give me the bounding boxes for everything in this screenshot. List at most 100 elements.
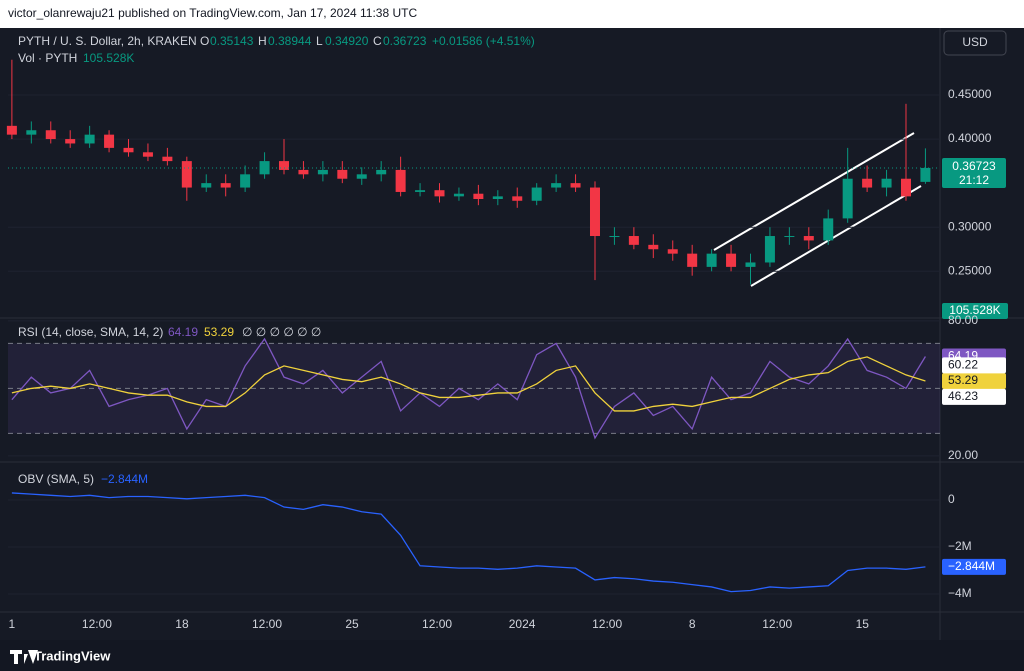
- series-line: [11, 337, 926, 440]
- x-tick-label: 12:00: [422, 617, 452, 631]
- candle-body: [726, 253, 737, 267]
- candle-body: [434, 190, 445, 197]
- x-tick-label: 1: [9, 617, 16, 631]
- candle-body: [395, 169, 406, 192]
- top-bar: [0, 0, 1024, 28]
- candle-body: [26, 130, 37, 135]
- candle-body: [65, 139, 76, 144]
- volume-title: Vol · PYTH: [18, 51, 77, 65]
- value-tag-text: −2.844M: [948, 559, 995, 573]
- candle-body: [279, 161, 290, 170]
- candle-body: [142, 152, 153, 157]
- change: +0.01586 (+4.51%): [432, 34, 535, 48]
- candle-body: [492, 196, 503, 200]
- ohlc-value: 0.36723: [383, 34, 427, 48]
- series-line: [11, 356, 926, 412]
- value-tag: [942, 373, 1006, 390]
- x-tick-label: 25: [345, 617, 359, 631]
- y-tick-label: 20.00: [948, 448, 978, 462]
- ohlc-value: 0.38944: [268, 34, 312, 48]
- x-tick-label: 18: [175, 617, 189, 631]
- candle-body: [240, 174, 251, 188]
- value-tag: [942, 558, 1006, 575]
- y-tick-label: −4M: [948, 586, 972, 600]
- candle-body: [881, 178, 892, 188]
- candle-body: [803, 236, 814, 241]
- candle-body: [356, 174, 367, 179]
- candle-body: [415, 190, 426, 192]
- band-tag: [942, 388, 1006, 405]
- currency-button[interactable]: [943, 30, 1007, 56]
- x-tick-label: 8: [689, 617, 696, 631]
- y-tick-label: 0: [948, 492, 955, 506]
- candle-body: [162, 156, 173, 162]
- value-tag-text: 53.29: [948, 373, 978, 387]
- candle-body: [181, 161, 192, 188]
- candle-body: [609, 236, 620, 238]
- candle-body: [745, 262, 756, 267]
- y-tick-label: 0.25000: [948, 263, 992, 277]
- ohlc-value: 0.34920: [325, 34, 369, 48]
- candle-body: [706, 253, 717, 267]
- trend-line: [750, 185, 922, 287]
- chart-background: [0, 28, 1024, 640]
- currency[interactable]: USD: [962, 35, 988, 49]
- ohlc-key: L: [316, 34, 323, 48]
- trend-line: [713, 132, 915, 251]
- rsi-title: RSI (14, close, SMA, 14, 2): [18, 325, 163, 339]
- candle-body: [628, 236, 639, 245]
- candle-body: [764, 236, 775, 263]
- ohlc-value: 0.35143: [210, 34, 254, 48]
- candle-body: [823, 218, 834, 241]
- obv-value: −2.844M: [101, 472, 148, 486]
- candle-body: [900, 178, 911, 197]
- volume-value: 105.528K: [83, 51, 134, 65]
- candle-body: [104, 134, 115, 148]
- candle-body: [531, 187, 542, 201]
- candle-body: [784, 236, 795, 238]
- x-tick-label: 12:00: [592, 617, 622, 631]
- ohlc-key: O: [200, 34, 209, 48]
- candle-body: [317, 169, 328, 175]
- candle-body: [920, 167, 931, 182]
- y-tick-label: −2M: [948, 539, 972, 553]
- candle-body: [862, 178, 873, 188]
- ohlc-key: H: [258, 34, 267, 48]
- candle-body: [687, 253, 698, 267]
- x-tick-label: 12:00: [82, 617, 112, 631]
- candle-body: [298, 169, 309, 175]
- rsi-value: 64.19: [168, 325, 198, 339]
- symbol-title: PYTH / U. S. Dollar, 2h, KRAKEN: [18, 34, 197, 48]
- publisher: victor_olanrewaju21 published on Trading…: [8, 6, 417, 20]
- candle-body: [667, 249, 678, 254]
- y-tick-label: 0.30000: [948, 219, 992, 233]
- candle-body: [453, 193, 464, 197]
- band-tag-text: 60.22: [948, 358, 978, 372]
- candle-body: [376, 169, 387, 175]
- price-tag-text: 0.36723: [952, 159, 996, 173]
- y-tick-label: 0.40000: [948, 131, 992, 145]
- brand: TradingView: [34, 648, 111, 663]
- candle-body: [201, 183, 212, 188]
- band-tag: [942, 357, 1006, 374]
- series-line: [11, 492, 926, 593]
- countdown: 21:12: [959, 173, 989, 187]
- band-tag-text: 46.23: [948, 389, 978, 403]
- candle-body: [220, 183, 231, 188]
- x-tick-label: 12:00: [762, 617, 792, 631]
- candle-body: [512, 196, 523, 201]
- volume-tag-text: 105.528K: [949, 303, 1000, 317]
- candle-body: [45, 130, 56, 140]
- candle-body: [551, 183, 562, 188]
- obv-title: OBV (SMA, 5): [18, 472, 94, 486]
- candle-body: [589, 187, 600, 237]
- rsi-placeholders: ∅ ∅ ∅ ∅ ∅ ∅: [242, 325, 321, 339]
- candle-body: [123, 147, 134, 153]
- candle-body: [6, 125, 17, 135]
- candle-body: [842, 178, 853, 219]
- candle-body: [473, 193, 484, 200]
- y-tick-label: 0.45000: [948, 87, 992, 101]
- x-tick-label: 2024: [509, 617, 536, 631]
